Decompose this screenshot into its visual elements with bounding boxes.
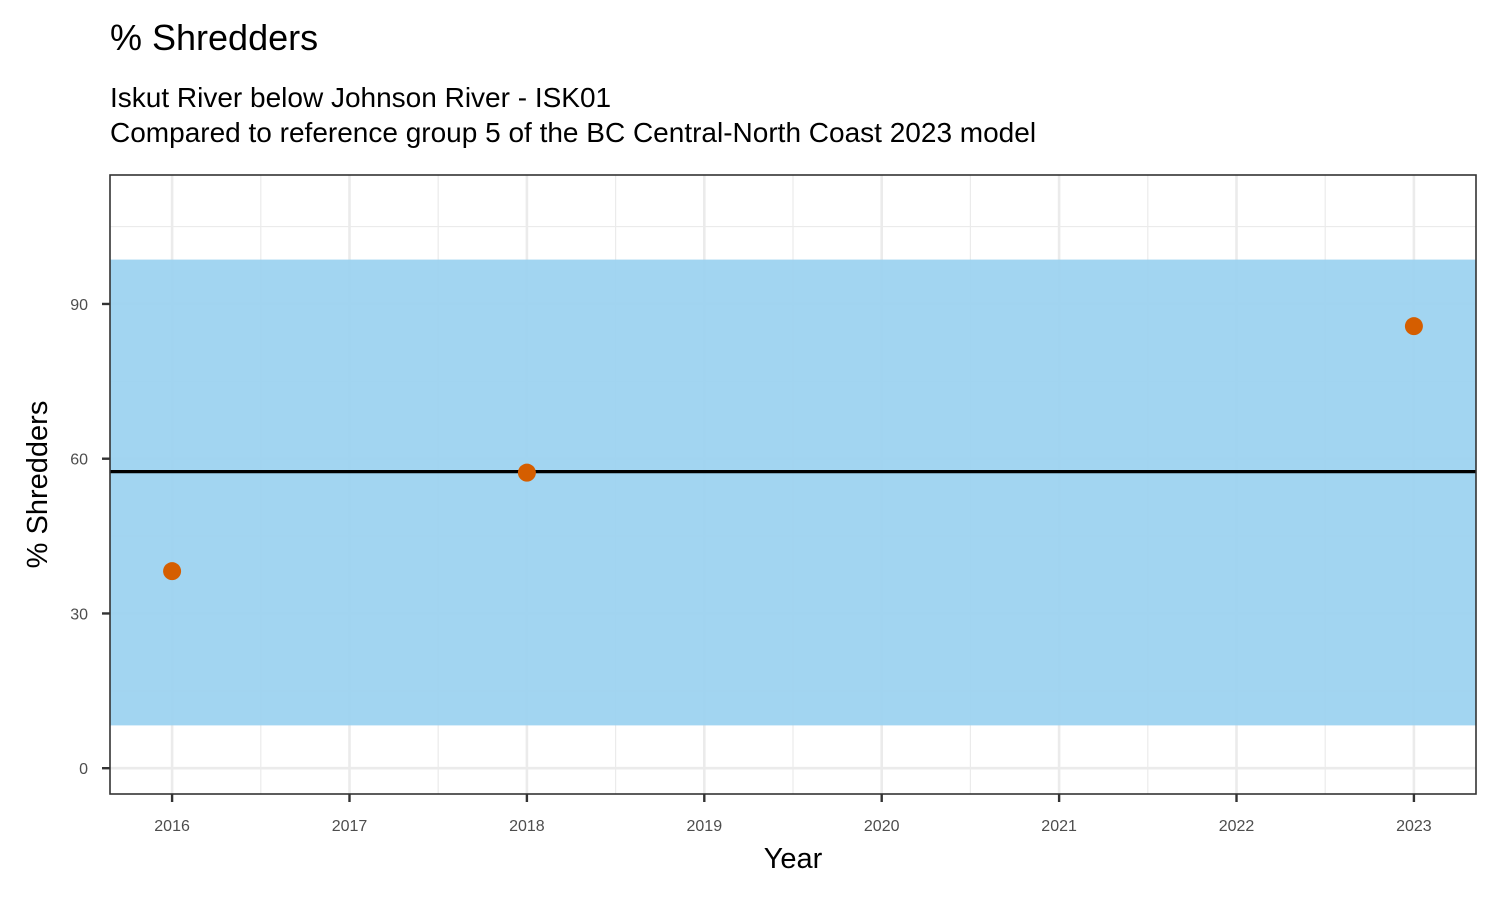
- chart-title: % Shredders: [110, 17, 319, 58]
- panel-border-rect: [109, 174, 1477, 795]
- x-axis: 2016 2017 2018 2019 2020 2021 2022 2023: [154, 794, 1432, 835]
- x-tick-label: 2017: [332, 818, 368, 835]
- reference-band-rect: [110, 259, 1476, 726]
- data-point: [517, 463, 536, 482]
- data-point: [1404, 317, 1423, 336]
- y-tick-label: 60: [70, 452, 88, 469]
- y-tick-label: 0: [79, 761, 88, 778]
- chart-subtitle: Iskut River below Johnson River - ISK01 …: [110, 80, 1036, 150]
- y-tick-label: 90: [70, 297, 88, 314]
- x-tick-label: 2016: [154, 818, 190, 835]
- x-tick-label: 2022: [1219, 818, 1255, 835]
- subtitle-line-reference: Compared to reference group 5 of the BC …: [110, 117, 1037, 148]
- x-tick-label: 2019: [687, 818, 723, 835]
- y-tick-label: 30: [70, 606, 88, 623]
- x-tick-label: 2018: [509, 818, 545, 835]
- reference-range-band: [110, 259, 1476, 726]
- y-axis: 0 30 60 90: [70, 297, 110, 778]
- x-axis-title: Year: [764, 843, 823, 875]
- x-tick-label: 2021: [1041, 818, 1077, 835]
- data-point: [163, 562, 182, 581]
- y-axis-title: % Shredders: [22, 401, 54, 569]
- panel-border: [109, 174, 1477, 795]
- x-tick-label: 2023: [1396, 818, 1432, 835]
- data-points: [163, 317, 1423, 581]
- x-tick-label: 2020: [864, 818, 900, 835]
- subtitle-line-site: Iskut River below Johnson River - ISK01: [110, 82, 612, 113]
